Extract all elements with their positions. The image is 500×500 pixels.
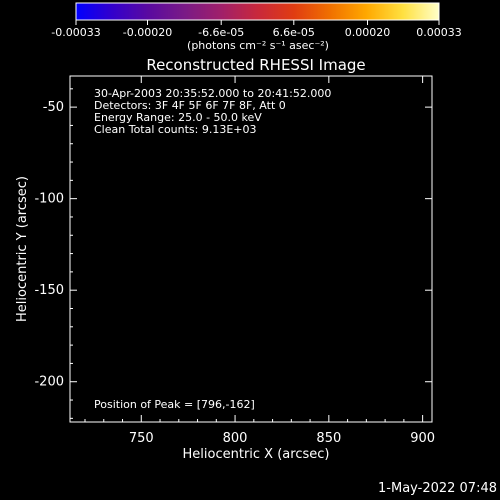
chart-title: Reconstructed RHESSI Image: [146, 56, 365, 74]
colorbar-bar: [75, 2, 440, 21]
colorbar-tick-label: -6.6e-05: [198, 26, 244, 39]
colorbar-ticks: -0.00033 -0.00020 -6.6e-05 6.6e-05 0.00020 0.…: [51, 20, 462, 39]
colorbar-tick-label: -0.00020: [123, 26, 172, 39]
colorbar-tick-label: 0.00033: [416, 26, 462, 39]
colorbar-tick-label: 6.6e-05: [273, 26, 315, 39]
colorbar-unit-label: (photons cm⁻² s⁻¹ asec⁻²): [187, 39, 329, 52]
colorbar-tick-label: -0.00033: [51, 26, 100, 39]
colorbar-tick-label: 0.00020: [345, 26, 391, 39]
colorbar: -0.00033 -0.00020 -6.6e-05 6.6e-05 0.00020 0.…: [51, 2, 462, 52]
